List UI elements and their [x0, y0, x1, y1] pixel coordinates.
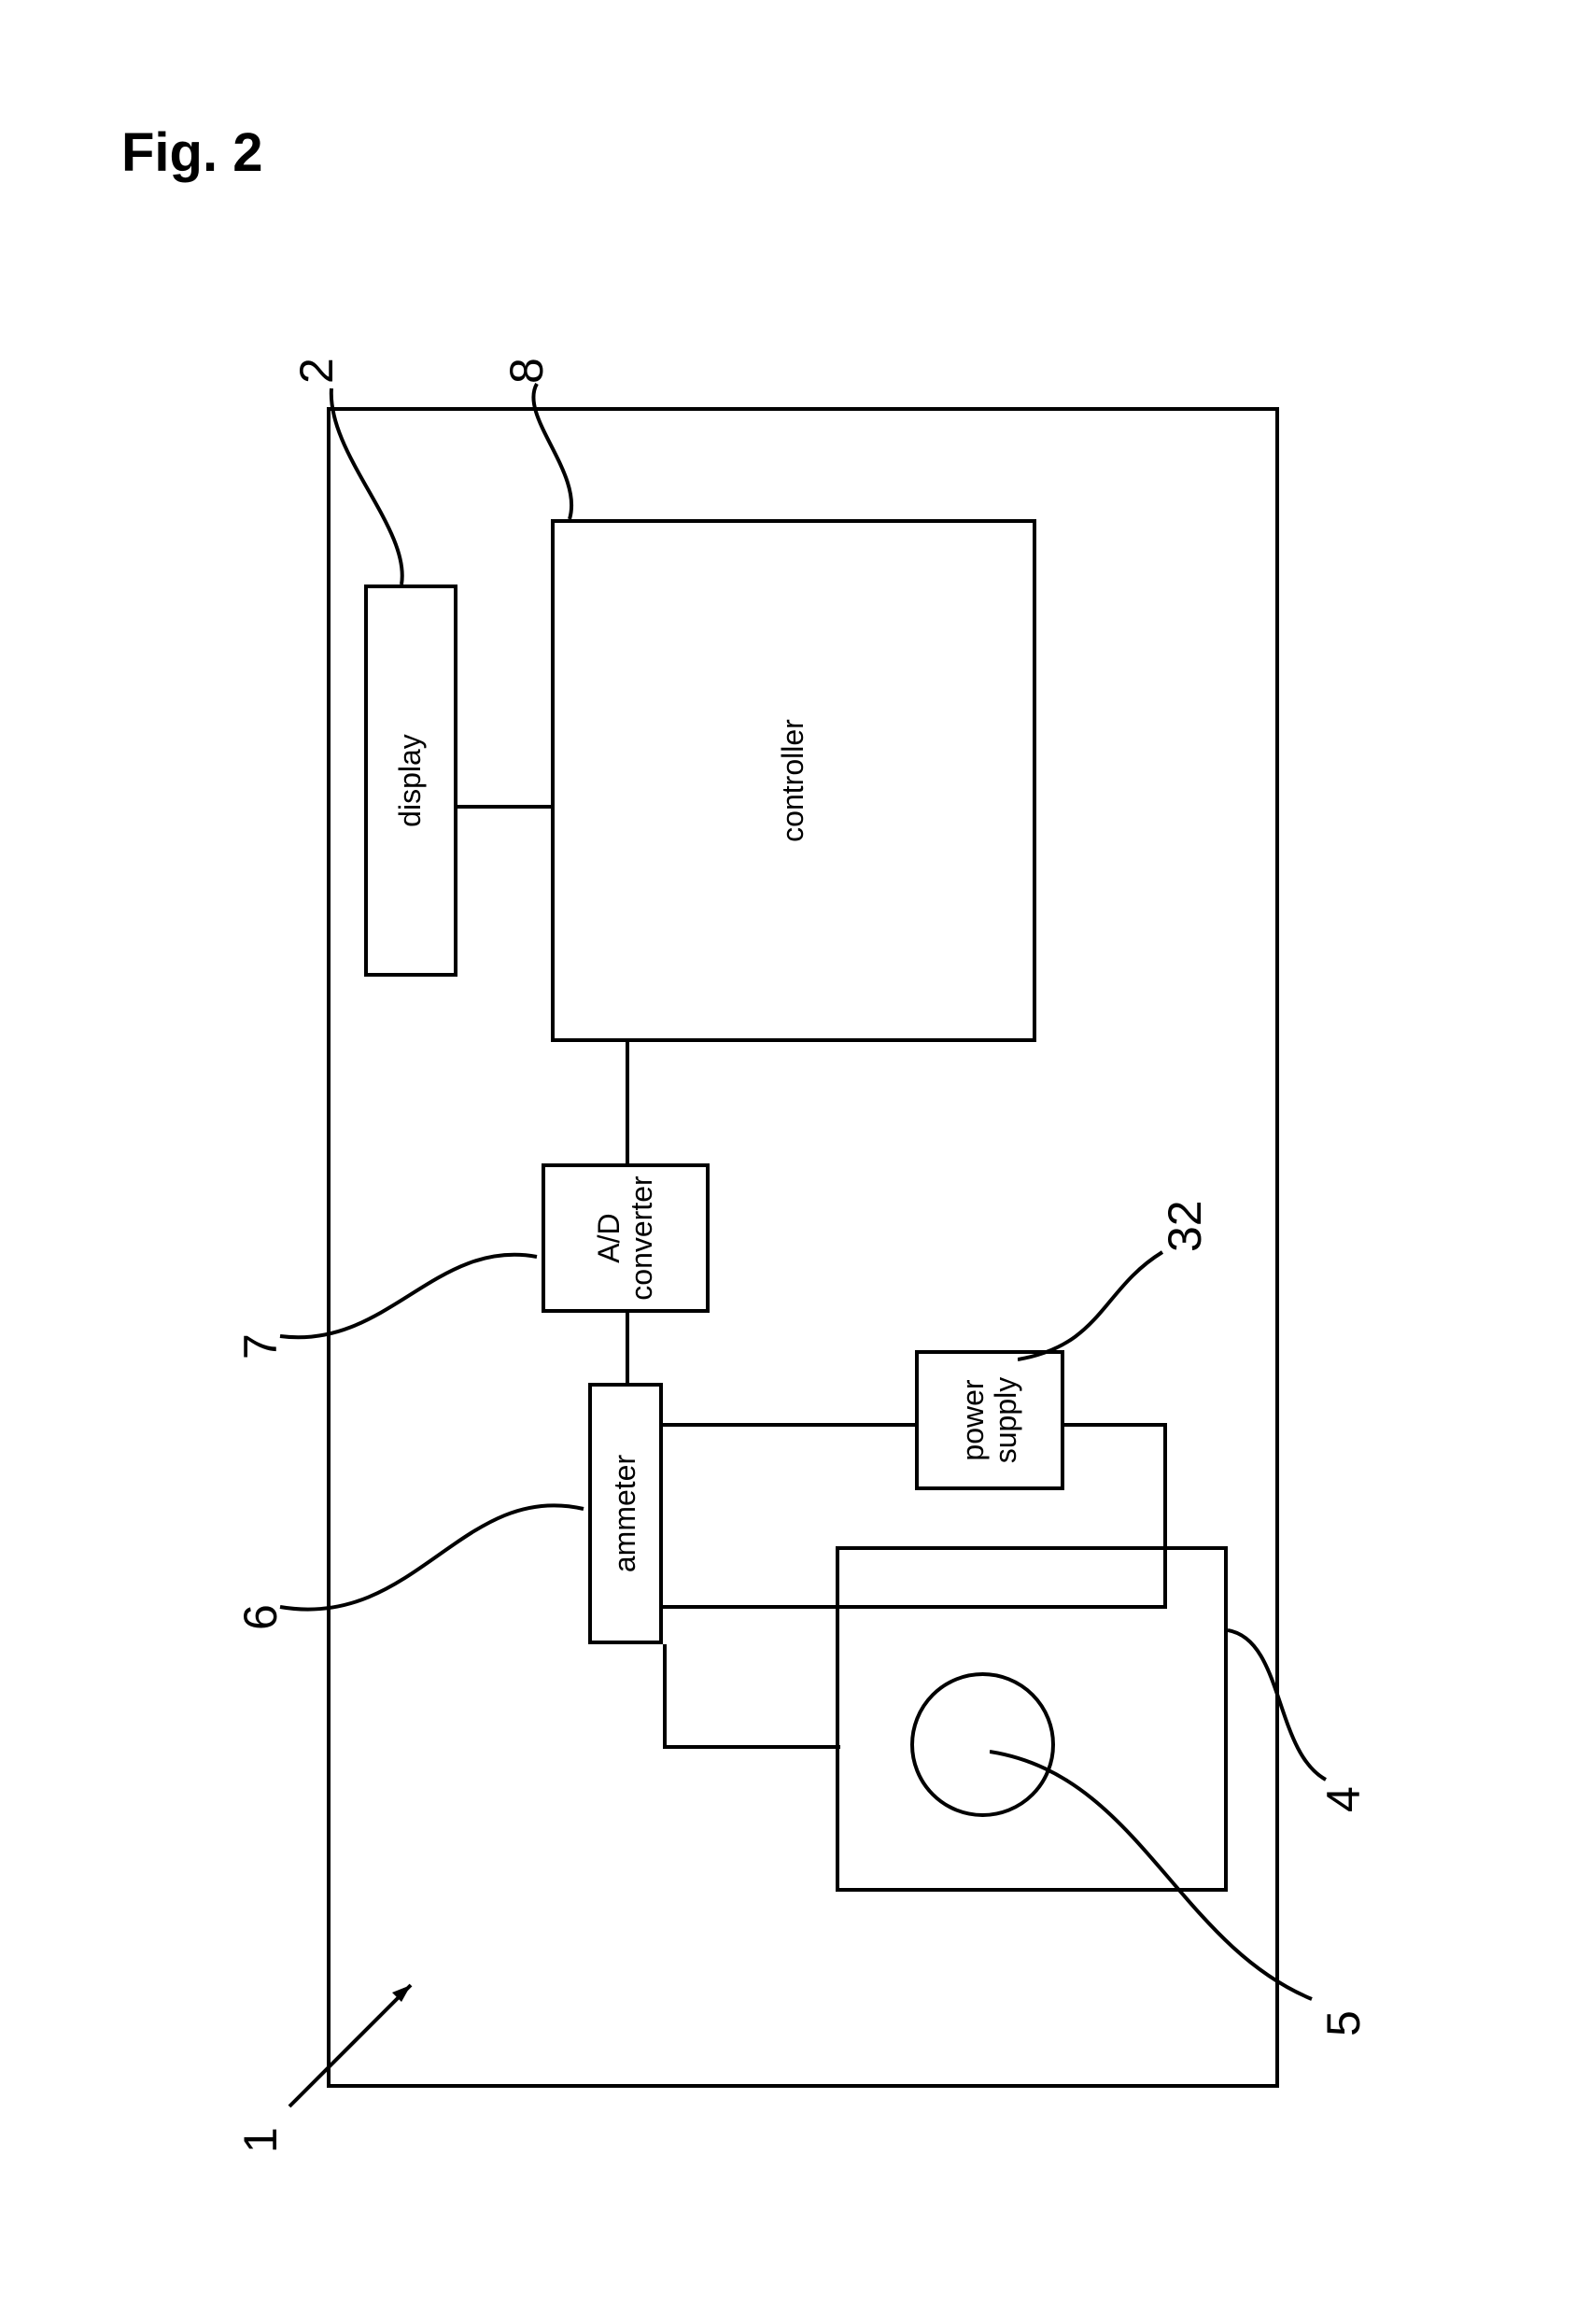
ref-5: 5: [1316, 2010, 1371, 2036]
display-label: display: [394, 734, 427, 827]
lead-1-arrow: [271, 1938, 457, 2125]
lead-6: [275, 1472, 593, 1612]
powersupply-block: power supply: [915, 1350, 1064, 1490]
controller-block: controller: [551, 519, 1036, 1042]
figure-title: Fig. 2: [121, 121, 262, 184]
diagram-root: display controller A/D converter ammeter…: [243, 118, 1363, 2265]
wire-ps-down: [1064, 1423, 1167, 1427]
wire-ammeter-to-sensor-h: [663, 1644, 667, 1749]
powersupply-label: power supply: [957, 1377, 1022, 1464]
lead-2: [317, 379, 429, 585]
ref-4: 4: [1316, 1786, 1371, 1812]
adconverter-label: A/D converter: [593, 1176, 658, 1300]
lead-8: [528, 370, 640, 519]
ammeter-block: ammeter: [588, 1383, 663, 1644]
display-block: display: [364, 585, 457, 977]
wire-ps-to-sensor-h: [1163, 1423, 1167, 1609]
lead-32: [1018, 1215, 1186, 1364]
ammeter-label: ammeter: [609, 1455, 641, 1572]
wire-adc-controller: [626, 1042, 629, 1163]
wire-sensor-inner-down-right: [836, 1605, 1167, 1609]
controller-label: controller: [777, 719, 809, 842]
adconverter-block: A/D converter: [542, 1163, 710, 1313]
ref-1: 1: [233, 2127, 288, 2153]
wire-ammeter-to-sensor-v: [663, 1745, 840, 1749]
wire-display-controller: [457, 805, 551, 809]
wire-ammeter-down: [663, 1605, 840, 1609]
wire-ammeter-adc: [626, 1313, 629, 1383]
wire-ammeter-powersupply-v: [663, 1423, 915, 1427]
lead-4: [1228, 1602, 1340, 1789]
lead-7: [275, 1219, 546, 1341]
